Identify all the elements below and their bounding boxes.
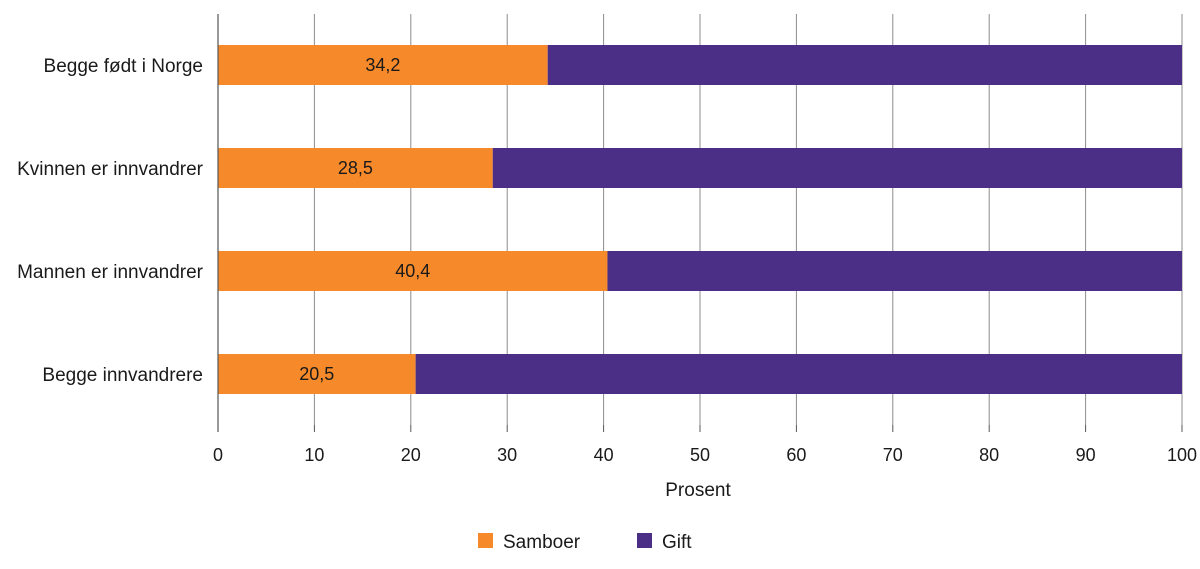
data-label: 28,5 [338,158,373,178]
data-label: 20,5 [299,364,334,384]
category-label: Begge født i Norge [44,56,203,77]
legend-swatch-samboer [478,533,493,548]
x-axis-title: Prosent [665,480,731,501]
x-tick-label: 30 [497,445,517,465]
x-tick-label: 100 [1167,445,1197,465]
bar-samboer [218,148,493,188]
x-tick-label: 20 [401,445,421,465]
bar-gift [607,251,1182,291]
x-tick-label: 80 [979,445,999,465]
bar-samboer [218,251,608,291]
category-labels: Begge født i Norge Kvinnen er innvandrer M… [17,56,204,386]
data-label: 34,2 [365,55,400,75]
x-tick-label: 70 [883,445,903,465]
legend: Samboer Gift [478,532,692,553]
x-tick-label: 50 [690,445,710,465]
legend-swatch-gift [637,533,652,548]
legend-label: Gift [662,532,692,553]
x-tick-label: 10 [304,445,324,465]
x-tick-label: 90 [1076,445,1096,465]
bar-gift [492,148,1182,188]
data-label: 40,4 [395,261,430,281]
category-label: Mannen er innvandrer [17,262,204,283]
category-label: Kvinnen er innvandrer [17,159,204,180]
category-label: Begge innvandrere [42,365,203,386]
bars: 34,2 28,5 40,4 20,5 [218,45,1182,394]
bar-samboer [218,354,416,394]
x-tick-label: 40 [594,445,614,465]
bar-gift [415,354,1182,394]
x-tick-label: 0 [213,445,223,465]
bar-gift [547,45,1182,85]
legend-label: Samboer [503,532,581,553]
x-axis: 0 10 20 30 40 50 60 70 80 90 100 [213,14,1197,465]
bar-samboer [218,45,548,85]
x-tick-label: 60 [786,445,806,465]
